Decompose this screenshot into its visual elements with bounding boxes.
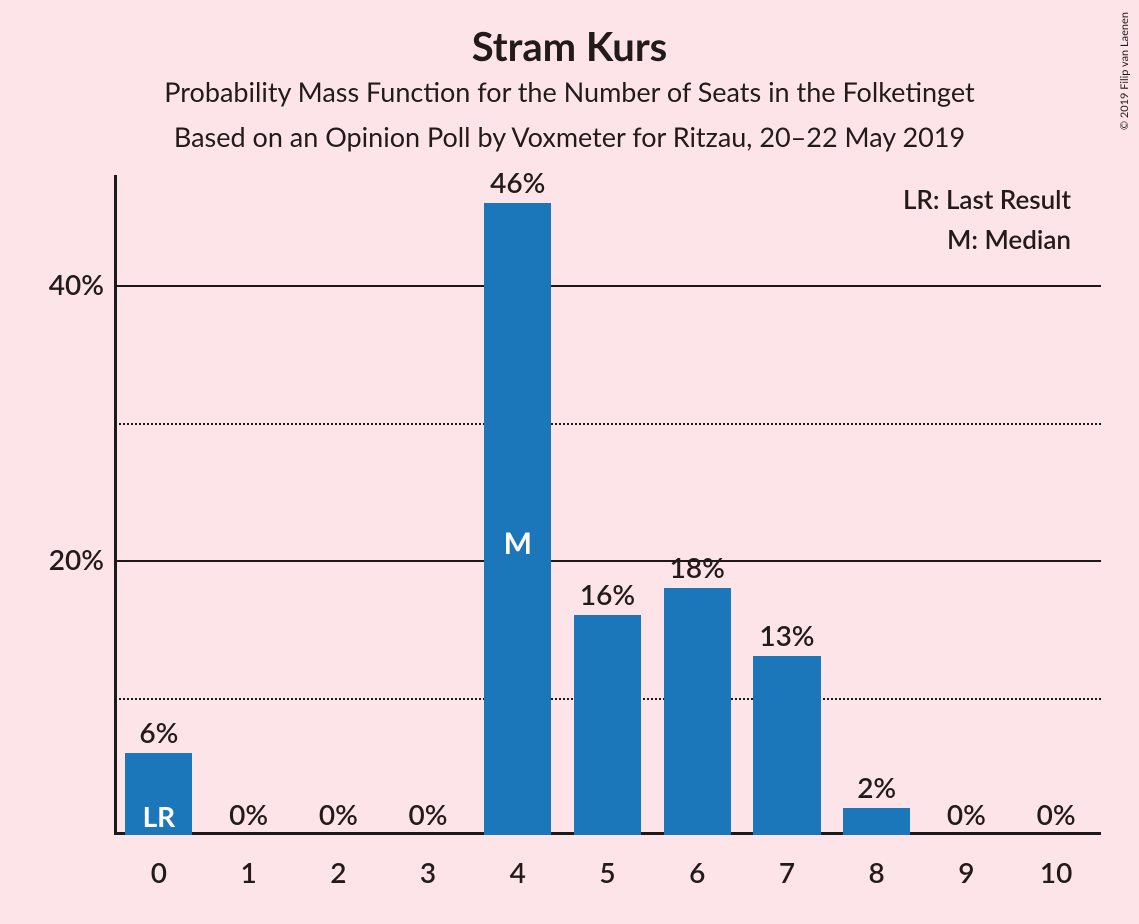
x-tick-label: 0 <box>114 855 204 889</box>
chart-subtitle-1: Probability Mass Function for the Number… <box>0 75 1139 108</box>
bar-value-label: 0% <box>922 797 1012 831</box>
y-tick-label: 40% <box>34 267 104 301</box>
x-tick-label: 4 <box>473 855 563 889</box>
x-tick-label: 5 <box>563 855 653 889</box>
bar-value-label: 16% <box>563 577 653 611</box>
bar <box>574 615 641 835</box>
bar-value-label: 0% <box>293 797 383 831</box>
x-tick-label: 8 <box>832 855 922 889</box>
x-tick-label: 10 <box>1011 855 1101 889</box>
bar-value-label: 0% <box>383 797 473 831</box>
bar <box>753 656 820 835</box>
bar <box>843 808 910 836</box>
x-tick-label: 9 <box>922 855 1012 889</box>
bar-inner-label: M <box>484 525 551 561</box>
bar-inner-label: LR <box>125 799 192 833</box>
legend-item: M: Median <box>947 223 1071 255</box>
bar <box>664 588 731 836</box>
legend-item: LR: Last Result <box>903 183 1071 215</box>
plot-area: 20%40%06%LR10%20%30%446%M516%618%713%82%… <box>114 175 1101 835</box>
bar-value-label: 0% <box>204 797 294 831</box>
bar-value-label: 6% <box>114 715 204 749</box>
x-tick-label: 2 <box>293 855 383 889</box>
bar-value-label: 2% <box>832 770 922 804</box>
bar-value-label: 46% <box>473 165 563 199</box>
gridline-major <box>114 285 1101 287</box>
bar-value-label: 0% <box>1011 797 1101 831</box>
x-tick-label: 7 <box>742 855 832 889</box>
x-tick-label: 3 <box>383 855 473 889</box>
bar-value-label: 18% <box>652 550 742 584</box>
chart-container: © 2019 Filip van Laenen Stram Kurs Proba… <box>0 0 1139 924</box>
chart-title: Stram Kurs <box>0 22 1139 70</box>
bar-value-label: 13% <box>742 618 832 652</box>
bar <box>484 203 551 836</box>
gridline-minor <box>114 423 1101 425</box>
chart-subtitle-2: Based on an Opinion Poll by Voxmeter for… <box>0 120 1139 153</box>
x-tick-label: 6 <box>652 855 742 889</box>
gridline-major <box>114 560 1101 562</box>
y-tick-label: 20% <box>34 542 104 576</box>
x-tick-label: 1 <box>204 855 294 889</box>
